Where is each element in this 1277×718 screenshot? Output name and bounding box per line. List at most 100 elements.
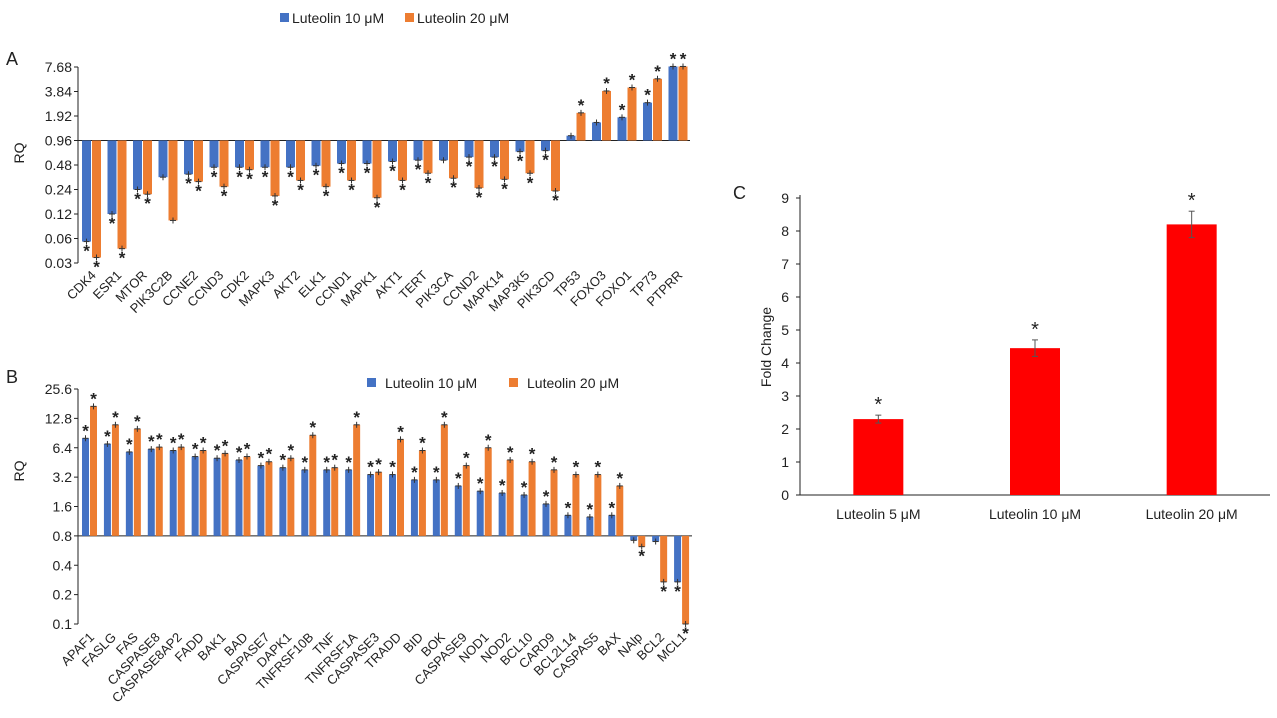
- significance-star: *: [178, 430, 185, 449]
- bar-luteolin-10: [133, 140, 142, 190]
- bar-luteolin-20: [90, 406, 97, 536]
- bar-luteolin-10: [674, 535, 682, 582]
- bar-luteolin-10: [413, 140, 423, 161]
- significance-star: *: [578, 96, 585, 115]
- bar-fold-change: [853, 419, 904, 495]
- bar-luteolin-10: [367, 474, 375, 536]
- panel-c-letter: C: [733, 183, 746, 203]
- bar-luteolin-20: [287, 458, 295, 536]
- significance-star: *: [433, 463, 440, 482]
- significance-star: *: [331, 451, 338, 470]
- bar-luteolin-20: [462, 465, 470, 536]
- legend-a-label-2: Luteolin 20 μM: [417, 10, 509, 26]
- significance-star: *: [466, 157, 473, 176]
- significance-star: *: [629, 71, 636, 90]
- x-tick-label: AKT2: [269, 268, 303, 302]
- significance-star: *: [660, 582, 667, 601]
- bar-luteolin-10: [439, 140, 448, 161]
- significance-star: *: [441, 408, 448, 427]
- significance-star: *: [272, 196, 279, 215]
- bar-luteolin-20: [398, 140, 407, 181]
- bar-luteolin-10: [184, 140, 193, 175]
- bar-luteolin-20: [270, 140, 280, 196]
- bar-luteolin-10: [454, 485, 462, 536]
- bar-luteolin-10: [586, 516, 594, 536]
- bar-luteolin-20: [296, 140, 305, 181]
- bar-luteolin-20: [155, 447, 163, 536]
- bar-luteolin-10: [476, 491, 484, 536]
- y-tick-label: 1.92: [45, 108, 72, 124]
- significance-star: *: [301, 453, 308, 472]
- bar-luteolin-10: [82, 140, 91, 242]
- y-tick-label: 0.8: [53, 528, 73, 544]
- bar-luteolin-10: [82, 438, 89, 536]
- significance-star: *: [338, 164, 345, 183]
- bar-luteolin-10: [260, 140, 270, 168]
- significance-star: *: [258, 449, 265, 468]
- significance-star: *: [309, 418, 316, 437]
- significance-star: *: [323, 187, 330, 206]
- bar-luteolin-20: [660, 535, 668, 582]
- bar-luteolin-20: [309, 435, 317, 536]
- significance-star: *: [680, 49, 687, 68]
- legend-a-label-1: Luteolin 10 μM: [292, 10, 384, 26]
- bar-luteolin-10: [668, 66, 678, 141]
- significance-star: *: [170, 433, 177, 452]
- significance-star: *: [246, 170, 253, 189]
- significance-star: *: [587, 500, 594, 519]
- bar-luteolin-10: [520, 494, 528, 536]
- significance-star: *: [236, 443, 243, 462]
- y-tick-label: 0.2: [53, 587, 73, 603]
- bar-luteolin-10: [515, 140, 525, 152]
- y-tick-label: 1: [781, 454, 789, 470]
- significance-star: *: [529, 445, 536, 464]
- significance-star: *: [221, 187, 228, 206]
- bar-luteolin-10: [541, 140, 550, 151]
- significance-star: *: [148, 432, 155, 451]
- significance-star: *: [288, 441, 295, 460]
- significance-star: *: [244, 440, 251, 459]
- y-tick-label: 0.1: [53, 616, 73, 632]
- y-tick-label: 25.6: [45, 381, 72, 397]
- significance-star: *: [674, 582, 681, 601]
- significance-star: *: [415, 160, 422, 179]
- significance-star: *: [323, 453, 330, 472]
- bar-luteolin-20: [418, 450, 426, 536]
- y-tick-label: 0.24: [45, 182, 72, 198]
- bar-luteolin-20: [353, 424, 361, 536]
- bar-luteolin-20: [243, 456, 251, 536]
- bar-luteolin-20: [572, 474, 580, 536]
- bar-luteolin-20: [484, 447, 492, 536]
- y-axis-label: Fold Change: [758, 307, 774, 387]
- significance-star: *: [313, 166, 320, 185]
- significance-star: *: [507, 443, 514, 462]
- x-tick-label: Luteolin 5 μM: [836, 506, 920, 522]
- bar-luteolin-10: [643, 102, 652, 141]
- significance-star: *: [374, 198, 381, 217]
- bar-luteolin-10: [311, 140, 321, 166]
- bar-luteolin-10: [490, 140, 499, 158]
- bar-luteolin-20: [265, 461, 273, 536]
- significance-star: *: [389, 161, 396, 180]
- significance-star: *: [654, 62, 661, 81]
- bar-luteolin-20: [528, 461, 536, 536]
- significance-star: *: [397, 422, 404, 441]
- bar-luteolin-20: [331, 467, 339, 536]
- significance-star: *: [463, 449, 470, 468]
- chart-panel-c: 0 1 2 3 4 5 6 7 8 9 Fold Change * Luteolin 5 μM * Lute…: [758, 190, 1270, 522]
- legend-b: Luteolin 10 μM Luteolin 20 μM: [367, 375, 619, 391]
- bar-fold-change: [1010, 348, 1060, 495]
- bar-luteolin-20: [678, 66, 688, 141]
- significance-star: *: [134, 412, 141, 431]
- significance-star: *: [192, 440, 199, 459]
- significance-star: *: [527, 173, 534, 192]
- bar-luteolin-10: [362, 140, 372, 164]
- significance-star: *: [551, 453, 558, 472]
- bar-luteolin-10: [158, 140, 168, 178]
- bar-luteolin-20: [133, 428, 141, 536]
- bar-luteolin-20: [506, 459, 514, 536]
- y-tick-label: 2: [781, 421, 789, 437]
- significance-star: *: [399, 180, 406, 199]
- bar-luteolin-20: [638, 535, 646, 547]
- y-tick-label: 12.8: [45, 410, 72, 426]
